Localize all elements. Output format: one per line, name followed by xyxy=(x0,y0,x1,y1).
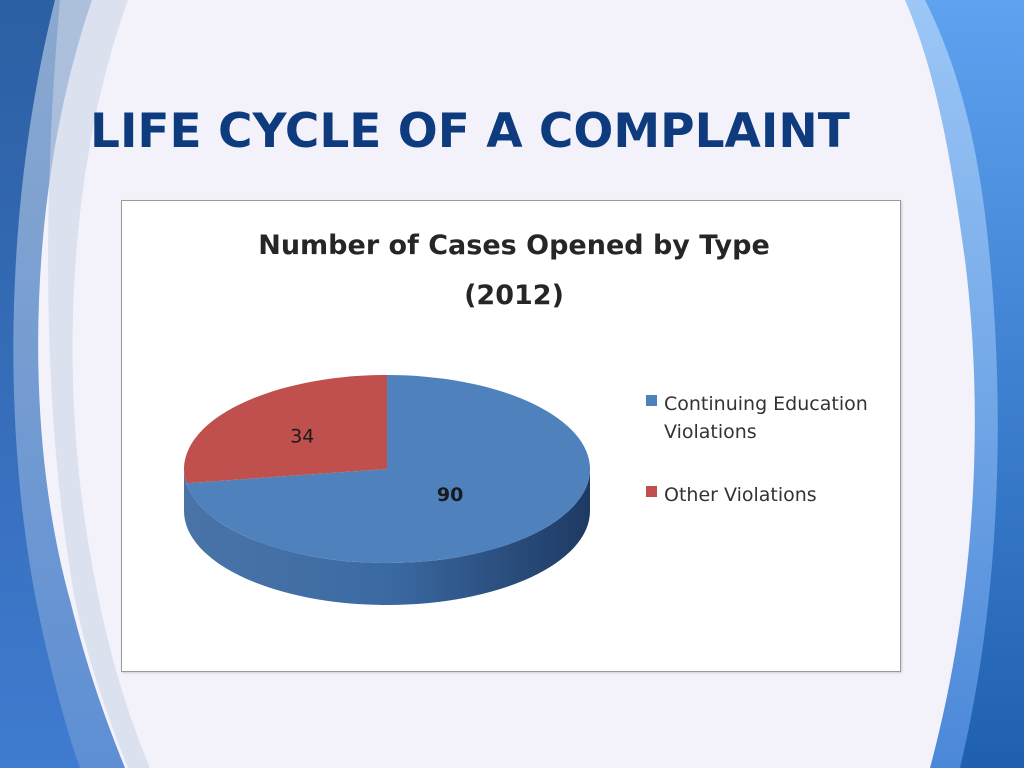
pie-group: 90 34 xyxy=(184,375,590,605)
pie-side-wall xyxy=(184,469,590,605)
legend: Continuing Education Violations Other Viol… xyxy=(646,393,868,506)
right-decorative-band xyxy=(905,0,1024,768)
legend-swatch xyxy=(646,486,657,497)
data-label-continuing-education: 90 xyxy=(437,484,463,506)
pie-chart: Number of Cases Opened by Type (2012) 90… xyxy=(184,230,868,605)
chart-frame: Number of Cases Opened by Type (2012) 90… xyxy=(121,200,901,672)
pie-slice-other-violations xyxy=(184,375,387,484)
data-label-other-violations: 34 xyxy=(290,425,314,447)
left-decorative-band xyxy=(0,0,150,768)
chart-title-line-1: Number of Cases Opened by Type xyxy=(258,230,770,261)
legend-label: Other Violations xyxy=(664,484,817,506)
legend-swatch xyxy=(646,395,657,406)
slide-title: LIFE CYCLE OF A COMPLAINT xyxy=(90,104,850,159)
legend-label: Violations xyxy=(664,421,757,443)
chart-title-line-2: (2012) xyxy=(464,280,564,311)
pie-slice-continuing-education xyxy=(186,375,590,563)
legend-label: Continuing Education xyxy=(664,393,868,415)
